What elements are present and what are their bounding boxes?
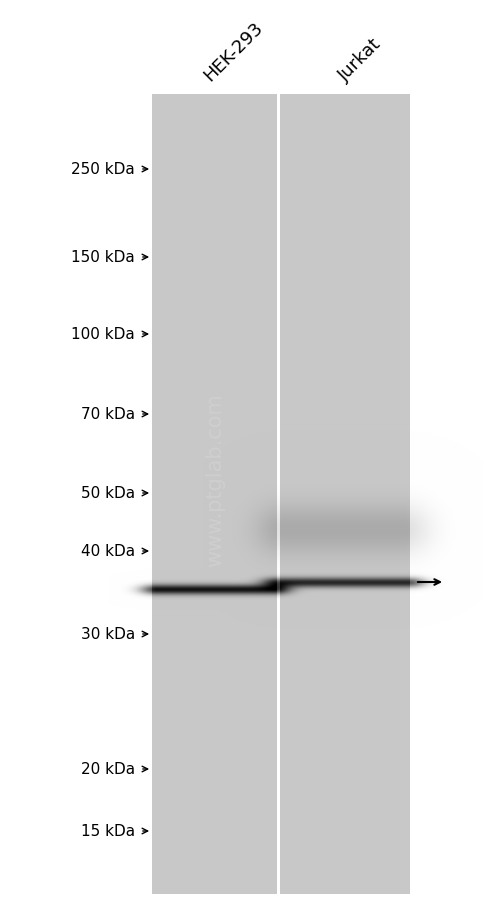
- Text: 30 kDa: 30 kDa: [81, 627, 135, 642]
- Text: 15 kDa: 15 kDa: [81, 824, 135, 839]
- Text: 250 kDa: 250 kDa: [72, 162, 135, 178]
- Text: 40 kDa: 40 kDa: [81, 544, 135, 559]
- Text: 20 kDa: 20 kDa: [81, 761, 135, 777]
- Text: 150 kDa: 150 kDa: [72, 250, 135, 265]
- Text: 70 kDa: 70 kDa: [81, 407, 135, 422]
- Text: Jurkat: Jurkat: [335, 35, 384, 85]
- Text: 50 kDa: 50 kDa: [81, 486, 135, 501]
- Text: 100 kDa: 100 kDa: [72, 327, 135, 342]
- Text: www.ptglab.com: www.ptglab.com: [205, 392, 225, 566]
- Text: HEK-293: HEK-293: [200, 19, 266, 85]
